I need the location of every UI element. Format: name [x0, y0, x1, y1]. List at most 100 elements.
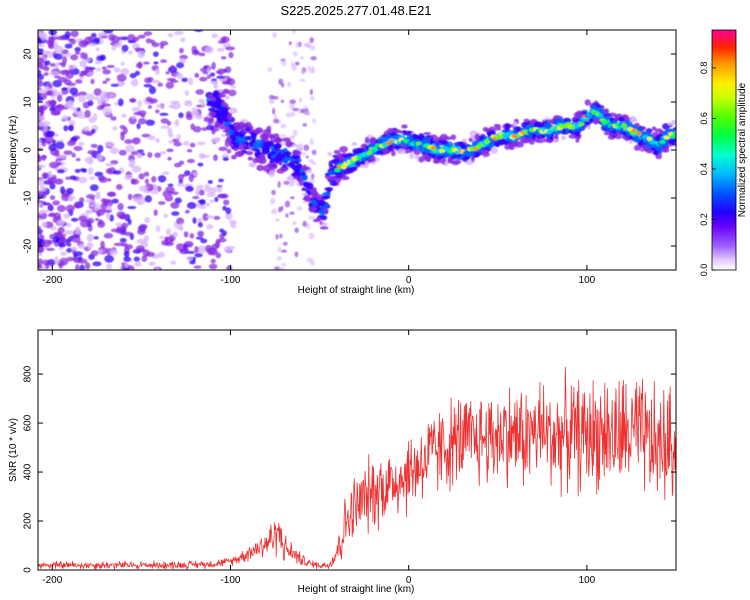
heat-cell [103, 30, 114, 34]
heat-cell [145, 251, 155, 257]
heat-cell [38, 258, 43, 265]
heat-cell [66, 248, 73, 253]
heat-cell [280, 123, 287, 129]
heat-cell [57, 226, 65, 234]
heat-cell [194, 72, 200, 78]
heat-cell [173, 30, 184, 36]
heat-cell [41, 139, 48, 144]
heat-cell [110, 83, 120, 87]
heat-cell [280, 206, 284, 211]
heat-cell [38, 164, 46, 169]
heat-cell [208, 247, 218, 256]
heat-cell [285, 112, 293, 118]
heat-cell-core [385, 141, 392, 146]
heat-cell [178, 222, 184, 230]
heat-cell [194, 253, 203, 258]
heat-cell [290, 61, 295, 68]
heat-cell [544, 122, 551, 130]
heat-cell [364, 160, 369, 168]
heat-cell [86, 233, 94, 242]
heat-cell [200, 67, 206, 72]
heat-cell [143, 31, 153, 36]
heat-cell [134, 261, 142, 267]
heat-cell [167, 127, 173, 135]
heat-cell [575, 138, 580, 143]
heat-cell [80, 52, 85, 59]
heat-cell [189, 142, 196, 148]
y-tick-label: 600 [23, 414, 34, 431]
heat-cell [211, 128, 216, 135]
heat-cell [315, 217, 322, 222]
heat-cell [232, 122, 240, 128]
heat-cell [102, 69, 112, 75]
heat-cell [175, 243, 185, 251]
heat-cell [673, 127, 676, 131]
heat-cell [309, 189, 318, 194]
heat-cell [67, 100, 75, 107]
heat-cell [48, 30, 58, 36]
heat-cell [401, 124, 408, 129]
heat-cell [137, 228, 146, 235]
heat-cell [409, 152, 414, 160]
heat-cell-core [340, 165, 347, 170]
heat-cell [145, 119, 155, 126]
heat-cell [214, 196, 219, 203]
heat-cell [270, 150, 276, 156]
heat-cell [613, 128, 623, 133]
heat-cell [56, 204, 66, 213]
heat-cell [261, 133, 270, 139]
colorbar-tick-label: 0.4 [699, 163, 709, 176]
heat-cell [97, 32, 108, 37]
heat-cell [308, 232, 315, 240]
heat-cell [216, 75, 226, 79]
heat-cell [174, 119, 180, 127]
heat-cell [272, 32, 278, 39]
heat-cell [226, 113, 233, 121]
heat-cell [96, 67, 101, 72]
heat-cell [206, 192, 216, 198]
heat-cell [155, 138, 160, 143]
heat-cell [204, 186, 212, 192]
heat-cell [189, 233, 195, 239]
heat-cell [136, 152, 143, 159]
heat-cell [201, 127, 208, 131]
heat-cell [309, 95, 315, 101]
heat-cell [129, 98, 137, 103]
heat-cell [285, 140, 293, 148]
heat-cell [302, 123, 308, 127]
heat-cell [350, 166, 358, 172]
heat-cell [307, 182, 314, 190]
heat-cell [90, 78, 95, 85]
heat-cell [140, 113, 146, 118]
heat-cell [170, 79, 179, 83]
heat-cell [178, 160, 185, 165]
heat-cell [377, 136, 386, 143]
heat-cell [74, 168, 81, 174]
heat-cell [211, 61, 216, 70]
heat-cell [230, 107, 238, 114]
heat-cell [453, 153, 462, 158]
heat-cell [414, 154, 420, 160]
heat-cell [308, 158, 314, 164]
heat-cell [155, 225, 161, 233]
heat-cell [567, 130, 574, 134]
heat-cell [38, 74, 45, 80]
heat-cell [165, 71, 170, 75]
heat-cell [393, 129, 402, 133]
heat-cell [294, 61, 300, 66]
heat-cell [245, 126, 251, 132]
heat-cell [629, 139, 634, 145]
heat-cell [67, 140, 76, 146]
heat-cell [444, 160, 449, 166]
heat-cell [109, 249, 118, 256]
heat-cell [227, 129, 234, 136]
heat-cell [234, 151, 244, 158]
heat-cell [113, 67, 121, 73]
heat-cell [79, 197, 85, 204]
heat-cell [79, 264, 85, 270]
heat-cell [123, 256, 131, 263]
heat-cell [568, 134, 577, 139]
snr-x-ticks: -200 -100 0 100 [42, 330, 596, 586]
heat-cell [213, 136, 221, 142]
heat-cell [281, 262, 287, 267]
